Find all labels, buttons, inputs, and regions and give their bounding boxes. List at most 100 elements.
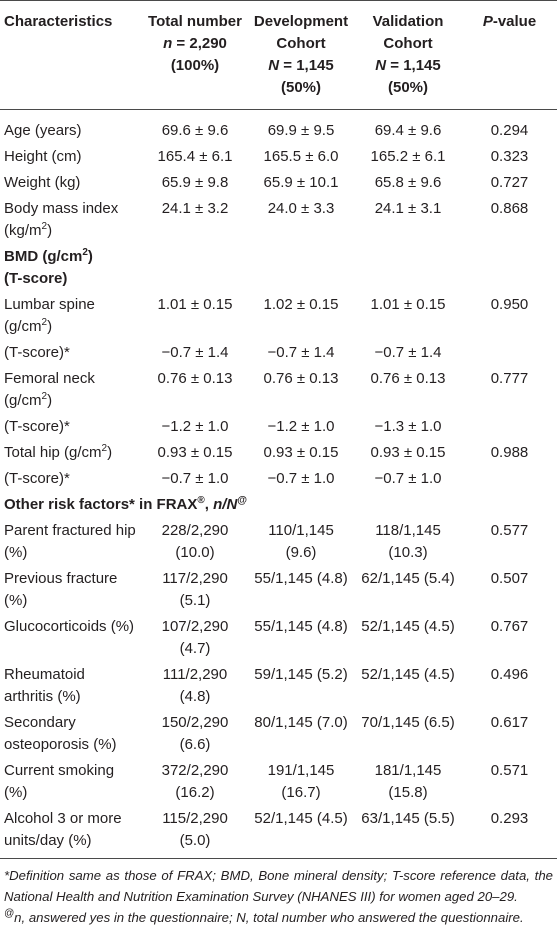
value-cell: 65.8 ± 9.6	[374, 174, 442, 191]
row: Current smoking (%) 372/2,290 (16.2) 191/1…	[0, 758, 557, 806]
p-value: 0.507	[490, 570, 529, 587]
header-title: Development Cohort	[253, 13, 349, 52]
p-value: 0.727	[490, 174, 529, 191]
value-cell: 1.02 ± 0.15	[263, 296, 339, 313]
value-cell: 65.9 ± 10.1	[263, 174, 339, 191]
row: Femoral neck (g/cm2) 0.76 ± 0.13 0.76 ± 0.…	[0, 366, 557, 414]
row-label: Secondary osteoporosis (%)	[0, 710, 142, 758]
value-cell: 0.76 ± 0.13	[263, 370, 339, 387]
p-value: 0.571	[490, 762, 529, 779]
value-cell: 1.01 ± 0.15	[157, 296, 233, 313]
row-label: Height (cm)	[0, 144, 142, 170]
table-body: Age (years) 69.6 ± 9.6 69.9 ± 9.5 69.4 ± 9.…	[0, 110, 557, 859]
label-text: (T-score)*	[4, 470, 70, 487]
row-label: Alcohol 3 or more units/day (%)	[0, 806, 142, 859]
row-label: (T-score)*	[0, 340, 142, 366]
value-cell: 165.4 ± 6.1	[157, 148, 233, 165]
row-label: Body mass index (kg/m2)	[0, 196, 142, 244]
section-text: BMD (g/cm	[4, 248, 83, 265]
value-cell: −0.7 ± 1.0	[267, 470, 335, 487]
label-text: )	[47, 392, 53, 409]
header-cell: Characteristics	[4, 13, 113, 30]
header-percent: (50%)	[280, 79, 321, 96]
superscript: @	[237, 495, 248, 506]
footnote: *Definition same as those of FRAX; BMD, …	[0, 859, 557, 928]
row: Age (years) 69.6 ± 9.6 69.9 ± 9.5 69.4 ± 9.…	[0, 110, 557, 145]
row-label: Current smoking (%)	[0, 758, 142, 806]
row: Secondary osteoporosis (%) 150/2,290 (6.6…	[0, 710, 557, 758]
value-cell: 52/1,145 (4.5)	[254, 810, 348, 827]
row: Body mass index (kg/m2) 24.1 ± 3.2 24.0 ± …	[0, 196, 557, 244]
value-cell: −1.2 ± 1.0	[161, 418, 229, 435]
row: Glucocorticoids (%) 107/2,290 (4.7) 55/1,1…	[0, 614, 557, 662]
data-table: Characteristics Total number n = 2,290 (10…	[0, 0, 557, 859]
label-text: Alcohol 3 or more units/day (%)	[4, 810, 122, 849]
p-value: 0.777	[490, 370, 529, 387]
row: Total hip (g/cm2) 0.93 ± 0.15 0.93 ± 0.15 0…	[0, 440, 557, 466]
value-cell: 59/1,145 (5.2)	[254, 666, 348, 683]
section-text: )	[87, 248, 93, 265]
p-value: 0.323	[490, 148, 529, 165]
header-title: -value	[492, 13, 537, 30]
section-cell: BMD (g/cm2) (T-score)	[0, 244, 557, 292]
value-cell: 372/2,290 (16.2)	[161, 762, 229, 801]
header-cell: Development Cohort N = 1,145 (50%)	[248, 1, 354, 110]
label-text: )	[47, 318, 53, 335]
value-cell: 115/2,290 (5.0)	[162, 810, 228, 849]
row-label: Total hip (g/cm2)	[0, 440, 142, 466]
value-cell: 55/1,145 (4.8)	[254, 618, 348, 635]
section-text: ,	[204, 496, 214, 513]
value-cell: 70/1,145 (6.5)	[361, 714, 455, 731]
value-cell: 0.93 ± 0.15	[370, 444, 446, 461]
row: Rheumatoid arthritis (%) 111/2,290 (4.8) 5…	[0, 662, 557, 710]
footnote-text: *Definition same as those of FRAX; BMD, …	[4, 868, 553, 904]
value-cell: 0.76 ± 0.13	[370, 370, 446, 387]
label-text: Current smoking (%)	[4, 762, 115, 801]
header-row: Characteristics Total number n = 2,290 (10…	[0, 0, 557, 110]
value-cell: 24.0 ± 3.3	[267, 200, 335, 217]
row: (T-score)* −0.7 ± 1.4 −0.7 ± 1.4 −0.7 ± 1.4	[0, 340, 557, 366]
superscript: 2	[41, 391, 48, 402]
section-row: BMD (g/cm2) (T-score)	[0, 244, 557, 292]
label-text: Age (years)	[4, 122, 82, 139]
value-cell: 1.01 ± 0.15	[370, 296, 446, 313]
p-value: 0.767	[490, 618, 529, 635]
superscript: ®	[197, 495, 205, 506]
header-symbol: N	[268, 57, 280, 74]
superscript: 2	[101, 443, 108, 454]
row: (T-score)* −0.7 ± 1.0 −0.7 ± 1.0 −0.7 ± 1.0	[0, 466, 557, 492]
value-cell: 0.93 ± 0.15	[157, 444, 233, 461]
value-cell: 117/2,290 (5.1)	[162, 570, 228, 609]
p-value: 0.950	[490, 296, 529, 313]
header-title: Total number	[148, 13, 242, 30]
value-cell: 150/2,290 (6.6)	[161, 714, 229, 753]
label-text: Weight (kg)	[4, 174, 81, 191]
label-text: Glucocorticoids (%)	[4, 618, 135, 635]
table-header: Characteristics Total number n = 2,290 (10…	[0, 0, 557, 110]
p-value: 0.293	[490, 810, 529, 827]
row: Height (cm) 165.4 ± 6.1 165.5 ± 6.0 165.2 ±…	[0, 144, 557, 170]
value-cell: −0.7 ± 1.4	[374, 344, 442, 361]
value-cell: 181/1,145 (15.8)	[374, 762, 442, 801]
label-text: Femoral neck (g/cm	[4, 370, 95, 409]
label-text: Rheumatoid arthritis (%)	[4, 666, 85, 705]
row: Lumbar spine (g/cm2) 1.01 ± 0.15 1.02 ± 0.…	[0, 292, 557, 340]
label-text: )	[47, 222, 53, 239]
label-text: Previous fracture (%)	[4, 570, 118, 609]
p-value: 0.617	[490, 714, 529, 731]
value-cell: 0.93 ± 0.15	[263, 444, 339, 461]
p-value: 0.577	[490, 522, 529, 539]
row: (T-score)* −1.2 ± 1.0 −1.2 ± 1.0 −1.3 ± 1.0	[0, 414, 557, 440]
row-label: Weight (kg)	[0, 170, 142, 196]
label-text: Lumbar spine (g/cm	[4, 296, 95, 335]
value-cell: 69.4 ± 9.6	[374, 122, 442, 139]
empty-cell	[462, 414, 557, 440]
value-cell: −0.7 ± 1.4	[267, 344, 335, 361]
value-cell: 191/1,145 (16.7)	[267, 762, 335, 801]
value-cell: 69.6 ± 9.6	[161, 122, 229, 139]
row: Weight (kg) 65.9 ± 9.8 65.9 ± 10.1 65.8 ± 9…	[0, 170, 557, 196]
value-cell: 63/1,145 (5.5)	[361, 810, 455, 827]
p-value: 0.868	[490, 200, 529, 217]
label-text: Body mass index (kg/m	[4, 200, 119, 239]
